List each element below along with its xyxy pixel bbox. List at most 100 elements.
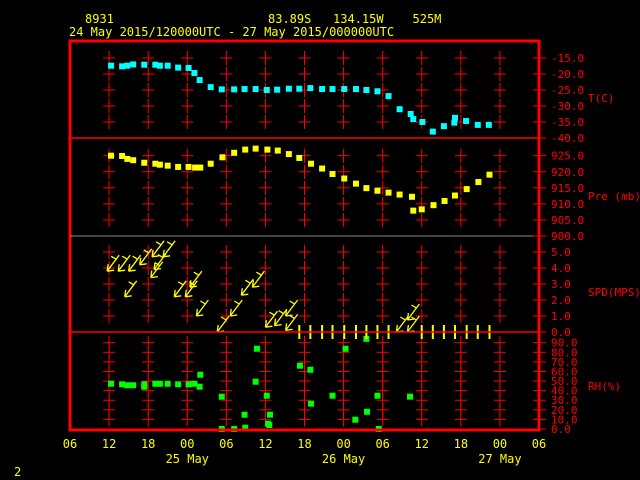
x-tick-label: 06: [532, 437, 546, 451]
temperature-point: [374, 88, 381, 95]
rh-point: [124, 382, 131, 389]
pressure-point: [119, 153, 126, 160]
rh-point: [197, 371, 204, 378]
y-tick-label: 0.0: [551, 423, 571, 436]
y-tick-label: -40.0: [551, 132, 584, 145]
y-axis-label: T(C): [588, 92, 615, 105]
wind-barb: [395, 315, 409, 333]
x-tick-label: 12: [258, 437, 272, 451]
rh-point: [242, 424, 249, 431]
y-tick-label: 5.0: [551, 246, 571, 259]
rh-point: [141, 383, 148, 390]
temperature-point: [463, 118, 470, 125]
rh-point: [130, 382, 137, 389]
pressure-point: [274, 147, 281, 154]
x-date-label: 25 May: [166, 452, 209, 466]
station-location: 83.89S 134.15W 525M: [268, 12, 441, 26]
y-tick-label: -20.0: [551, 68, 584, 81]
y-tick-label: 60.0: [551, 365, 578, 378]
x-tick-label: 06: [375, 437, 389, 451]
x-tick-label: 18: [454, 437, 468, 451]
x-tick-label: 18: [141, 437, 155, 451]
temperature-point: [274, 86, 281, 93]
temperature-point: [241, 86, 248, 93]
pressure-point: [441, 197, 448, 204]
pressure-point: [475, 179, 482, 186]
pressure-point: [418, 206, 425, 213]
x-tick-label: 12: [415, 437, 429, 451]
wind-barb: [284, 314, 299, 332]
wind-barb: [106, 254, 120, 272]
x-tick-label: 06: [219, 437, 233, 451]
temperature-point: [474, 121, 481, 128]
wind-barb: [406, 303, 420, 321]
pressure-point: [430, 202, 437, 209]
y-tick-label: 70.0: [551, 356, 578, 369]
temperature-point: [207, 84, 214, 91]
pressure-point: [385, 189, 392, 196]
wind-barb: [189, 270, 203, 288]
temperature-point: [407, 111, 414, 117]
pressure-point: [363, 185, 370, 192]
temperature-point: [429, 128, 436, 135]
y-tick-label: 10.0: [551, 413, 578, 426]
temperature-point: [329, 86, 336, 93]
y-tick-label: -35.0: [551, 116, 584, 129]
wind-barb: [184, 280, 198, 298]
pressure-point: [319, 165, 326, 172]
pressure-point: [108, 152, 115, 159]
temperature-point: [451, 114, 458, 121]
temperature-point: [285, 85, 292, 92]
wind-barb: [264, 310, 278, 328]
x-tick-label: 18: [297, 437, 311, 451]
pressure-point: [264, 146, 271, 153]
pressure-point: [207, 160, 214, 167]
rh-point: [263, 392, 270, 399]
rh-point: [266, 411, 273, 418]
rh-point: [342, 345, 349, 352]
temperature-point: [156, 62, 163, 69]
pressure-point: [329, 171, 336, 178]
axes: -15.0 -20.0 -25.0 -30.0 -35.0 -40.0 T(C) 925.0 9…: [63, 39, 640, 466]
temperature-point: [307, 85, 314, 92]
x-tick-label: 00: [180, 437, 194, 451]
pressure-point: [156, 161, 163, 168]
rh-point: [185, 381, 192, 388]
pressure-point: [396, 191, 403, 198]
temperature-point: [218, 86, 225, 93]
y-tick-label: 910.0: [551, 198, 584, 211]
temperature-point: [319, 86, 326, 93]
pressure-point: [374, 187, 381, 194]
rh-point: [164, 380, 171, 387]
rh-point: [364, 408, 371, 415]
temperature-point: [119, 63, 126, 70]
temperature-point: [191, 70, 198, 77]
rh-point: [308, 400, 315, 407]
wind-barb: [284, 299, 299, 317]
rh-point: [352, 416, 359, 423]
pressure-point: [124, 155, 131, 162]
temperature-point: [451, 119, 458, 126]
pressure-point: [410, 207, 417, 214]
temperature-point: [252, 86, 259, 93]
y-tick-label: 905.0: [551, 214, 584, 227]
temperature-point: [175, 64, 182, 71]
wind-barb: [273, 309, 288, 327]
rh-point: [296, 362, 303, 369]
temperature-point: [108, 62, 115, 69]
y-tick-label: -15.0: [551, 52, 584, 65]
rh-point: [156, 380, 163, 387]
y-axis-label: Pre (mb): [588, 190, 640, 203]
wind-barb: [216, 315, 230, 333]
rh-point: [108, 380, 115, 387]
y-tick-label: 4.0: [551, 262, 571, 275]
pressure-point: [296, 154, 303, 161]
pressure-point: [308, 160, 315, 167]
y-tick-label: 50.0: [551, 375, 578, 388]
rh-point: [119, 381, 126, 388]
time-period: 24 May 2015/120000UTC - 27 May 2015/0000…: [69, 25, 394, 39]
temperature-point: [363, 87, 370, 93]
y-tick-label: 915.0: [551, 182, 584, 195]
temperature-point: [385, 93, 392, 100]
temperature-point: [396, 106, 403, 113]
